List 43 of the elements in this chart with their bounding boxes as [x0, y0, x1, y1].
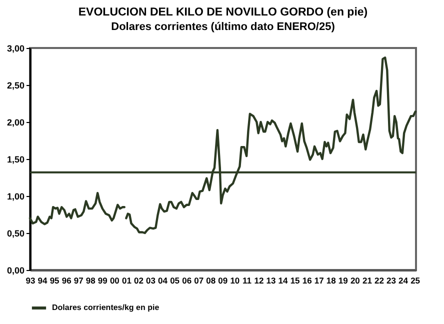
y-tick-label: 1,00	[6, 192, 24, 202]
x-tick-label: 01	[122, 276, 132, 286]
x-tick-label: 94	[38, 276, 48, 286]
x-tick-label: 04	[158, 276, 168, 286]
x-tick-label: 95	[50, 276, 60, 286]
x-tick-label: 11	[242, 276, 252, 286]
x-tick-label: 07	[194, 276, 204, 286]
x-tick-label: 24	[398, 276, 408, 286]
x-tick-label: 25	[410, 276, 420, 286]
x-tick-label: 12	[254, 276, 264, 286]
y-tick-label: 0,50	[6, 228, 24, 238]
x-tick-label: 10	[230, 276, 240, 286]
x-tick-label: 00	[110, 276, 120, 286]
x-tick-label: 15	[290, 276, 300, 286]
x-tick-label: 18	[326, 276, 336, 286]
x-tick-label: 23	[386, 276, 396, 286]
y-tick-label: 2,50	[6, 80, 24, 90]
x-tick-label: 02	[134, 276, 144, 286]
y-tick-label: 1,50	[6, 154, 24, 164]
y-tick-label: 0,00	[6, 266, 24, 276]
x-tick-label: 98	[86, 276, 96, 286]
x-tick-label: 97	[74, 276, 84, 286]
x-tick-label: 21	[362, 276, 372, 286]
x-tick-label: 96	[62, 276, 72, 286]
x-tick-label: 17	[314, 276, 324, 286]
x-tick-label: 03	[146, 276, 156, 286]
x-tick-label: 06	[182, 276, 192, 286]
x-tick-label: 14	[278, 276, 288, 286]
y-tick-label: 3,00	[6, 44, 24, 54]
x-tick-label: 08	[206, 276, 216, 286]
x-tick-label: 16	[302, 276, 312, 286]
x-tick-label: 22	[374, 276, 384, 286]
chart-subtitle: Dolares corrientes (último dato ENERO/25)	[111, 21, 336, 33]
x-tick-label: 20	[350, 276, 360, 286]
x-tick-label: 93	[26, 276, 36, 286]
x-tick-label: 19	[338, 276, 348, 286]
x-tick-label: 05	[170, 276, 180, 286]
y-tick-label: 2,00	[6, 118, 24, 128]
x-tick-label: 09	[218, 276, 228, 286]
chart-title: EVOLUCION DEL KILO DE NOVILLO GORDO (en pie)	[78, 6, 368, 18]
x-tick-label: 99	[98, 276, 108, 286]
x-tick-label: 13	[266, 276, 276, 286]
legend-label: Dolares corrientes/kg en pie	[52, 303, 160, 312]
